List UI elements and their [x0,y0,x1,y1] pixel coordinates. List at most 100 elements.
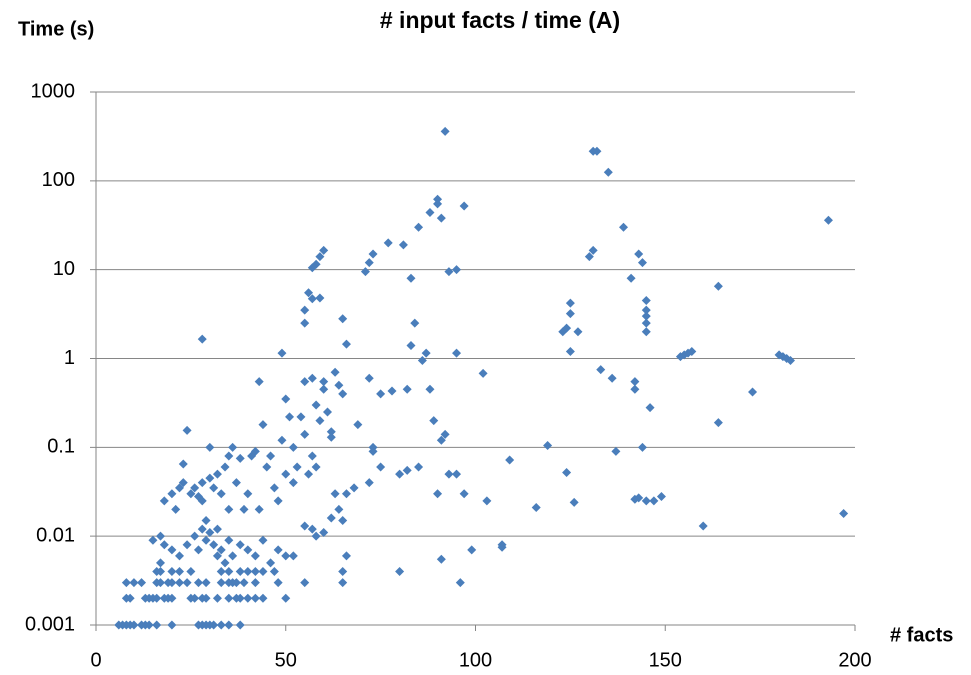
point [634,493,644,503]
point [315,293,325,303]
point [216,545,226,555]
point [376,462,386,472]
point [273,496,283,506]
point [125,593,135,603]
point [319,245,329,255]
point [281,593,291,603]
point [201,535,211,545]
point [220,558,230,568]
point [258,535,268,545]
point [641,311,651,321]
point [292,462,302,472]
point [311,400,321,410]
y-axis-label: Time (s) [18,18,94,40]
point [785,355,795,365]
point [436,213,446,223]
point [607,373,617,383]
point [311,531,321,541]
point [603,167,613,177]
point [243,567,253,577]
x-tick-label: 0 [90,649,101,671]
point [459,201,469,211]
point [467,545,477,555]
point [452,265,462,275]
point [171,504,181,514]
point [250,593,260,603]
point [429,416,439,426]
point [341,489,351,499]
point [338,516,348,526]
point [220,462,230,472]
point [235,593,245,603]
point [167,567,177,577]
point [414,222,424,232]
point [285,412,295,422]
point [656,491,666,501]
point [235,453,245,463]
point [212,593,222,603]
point [243,489,253,499]
point [228,442,238,452]
point [197,524,207,534]
point [239,504,249,514]
y-tick-label: 0.1 [47,436,75,458]
point [565,298,575,308]
point [250,551,260,561]
point [258,593,268,603]
point [296,412,306,422]
point [144,620,154,630]
point [611,446,621,456]
point [402,465,412,475]
point [288,442,298,452]
point [713,418,723,428]
point [167,578,177,588]
point [406,273,416,283]
point [258,567,268,577]
point [322,407,332,417]
point [338,389,348,399]
point [152,620,162,630]
point [341,551,351,561]
point [433,489,443,499]
point [364,258,374,268]
y-tick-label: 0.001 [25,613,75,635]
point [307,373,317,383]
point [687,346,697,356]
point [307,524,317,534]
point [562,323,572,333]
point [258,420,268,430]
point [193,545,203,555]
point [387,386,397,396]
point [455,578,465,588]
point [505,455,515,465]
point [338,567,348,577]
point [156,578,166,588]
point [402,384,412,394]
point [254,504,264,514]
point [243,593,253,603]
point [641,496,651,506]
point [368,249,378,259]
point [224,535,234,545]
point [645,403,655,413]
point [584,252,594,262]
point [186,567,196,577]
x-axis-label: # facts [890,624,953,646]
point [167,545,177,555]
point [212,524,222,534]
point [596,365,606,375]
point [383,238,393,248]
point [444,469,454,479]
point [353,420,363,430]
x-tick-label: 150 [649,649,682,671]
point [436,435,446,445]
point [307,451,317,461]
point [326,432,336,442]
point [425,384,435,394]
point [300,578,310,588]
point [209,620,219,630]
point [190,531,200,541]
point [304,469,314,479]
point [129,620,139,630]
